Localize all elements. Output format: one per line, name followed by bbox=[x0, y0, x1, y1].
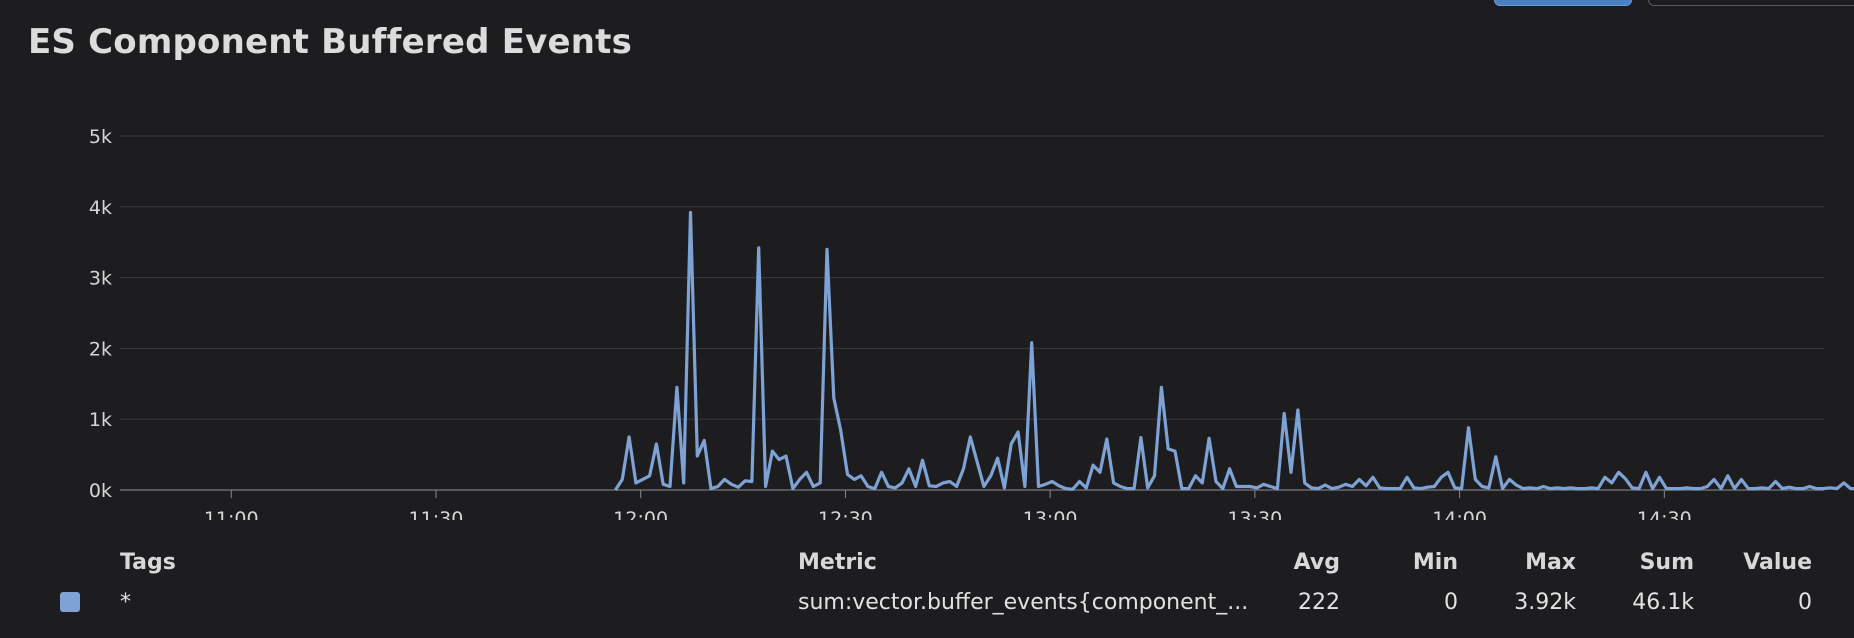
x-tick-label: 12:30 bbox=[818, 508, 873, 520]
x-tick-label: 11:30 bbox=[409, 508, 464, 520]
legend-row-avg: 222 bbox=[1298, 590, 1340, 615]
x-tick-label: 13:00 bbox=[1023, 508, 1078, 520]
series-line[interactable] bbox=[614, 210, 1854, 491]
x-tick-label: 11:00 bbox=[204, 508, 259, 520]
legend-header-sum: Sum bbox=[1639, 550, 1694, 575]
legend-header-avg: Avg bbox=[1293, 550, 1340, 575]
legend-header-metric: Metric bbox=[798, 550, 877, 575]
y-tick-label: 2k bbox=[89, 338, 112, 360]
legend-row-sum: 46.1k bbox=[1632, 590, 1694, 615]
legend-row-metric[interactable]: sum:vector.buffer_events{component_... bbox=[798, 590, 1249, 615]
x-tick-label: 12:00 bbox=[613, 508, 668, 520]
x-tick-label: 13:30 bbox=[1227, 508, 1282, 520]
legend-header-max: Max bbox=[1525, 550, 1576, 575]
y-tick-label: 5k bbox=[89, 126, 112, 148]
legend-row-min: 0 bbox=[1444, 590, 1458, 615]
gridlines bbox=[120, 135, 1824, 491]
legend-row-tag[interactable]: * bbox=[120, 590, 131, 615]
y-tick-label: 1k bbox=[89, 409, 112, 431]
series-layer bbox=[614, 210, 1854, 491]
y-axis-ticks: 5k 4k 3k 2k 1k 0k bbox=[89, 126, 112, 502]
legend-header-value: Value bbox=[1743, 550, 1812, 575]
legend-header-tags: Tags bbox=[120, 550, 176, 575]
x-axis-ticks: 11:00 11:30 12:00 12:30 13:00 13:30 14:00 14:30 bbox=[204, 490, 1692, 520]
x-tick-label: 14:30 bbox=[1637, 508, 1692, 520]
widget-title: ES Component Buffered Events bbox=[28, 22, 633, 62]
legend-row-value: 0 bbox=[1798, 590, 1812, 615]
series-color-swatch[interactable] bbox=[60, 592, 80, 612]
chart-area: 5k 4k 3k 2k 1k 0k 11:00 11:30 12:00 12:30 13:00 13… bbox=[89, 126, 1854, 520]
legend-header-min: Min bbox=[1412, 550, 1458, 575]
y-tick-label: 4k bbox=[89, 197, 112, 219]
y-tick-label: 3k bbox=[89, 268, 112, 290]
y-tick-label: 0k bbox=[89, 480, 112, 502]
legend-row-max: 3.92k bbox=[1514, 590, 1576, 615]
x-tick-label: 14:00 bbox=[1432, 508, 1487, 520]
top-secondary-button[interactable] bbox=[1648, 0, 1854, 6]
